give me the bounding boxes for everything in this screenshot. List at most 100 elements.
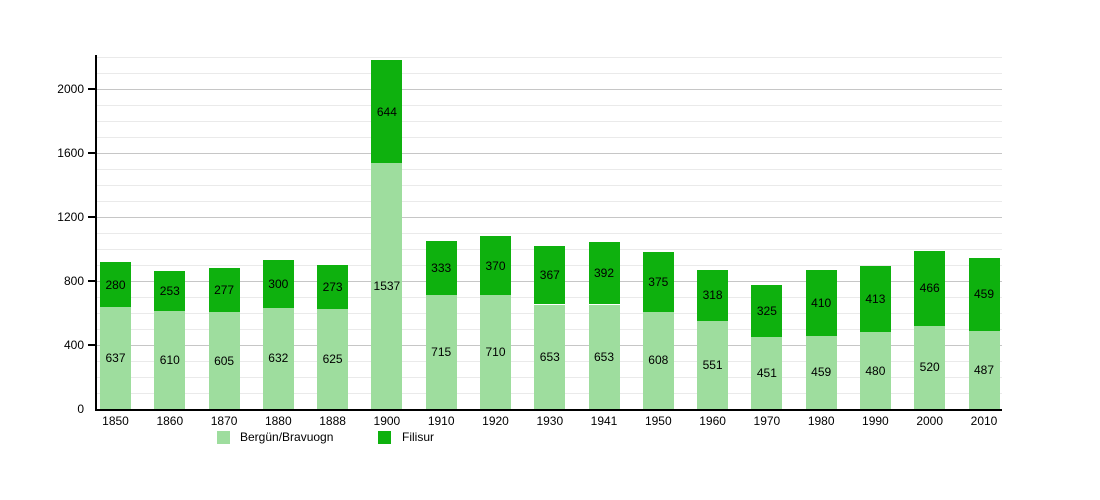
y-axis-tick — [88, 152, 95, 154]
bar-value-label: 610 — [159, 353, 180, 368]
x-axis-label: 1960 — [699, 414, 726, 428]
x-axis-label: 1910 — [427, 414, 455, 428]
bar-segment-filisur: 367 — [534, 245, 566, 305]
bar-value-label: 318 — [702, 288, 723, 303]
bar-value-label: 410 — [811, 295, 832, 310]
bar-segment-bergun-bravuogn: 653 — [534, 304, 566, 409]
x-axis-label: 1850 — [102, 414, 129, 428]
bar-value-label: 466 — [919, 281, 940, 296]
bar-value-label: 451 — [756, 365, 777, 380]
minor-gridline — [97, 57, 1002, 58]
x-axis-label: 2000 — [916, 414, 944, 428]
minor-gridline — [97, 121, 1002, 122]
y-axis-tick — [88, 344, 95, 346]
bar-value-label: 520 — [919, 360, 940, 375]
bar-segment-bergun-bravuogn: 480 — [859, 332, 891, 409]
x-axis-label: 1920 — [482, 414, 509, 428]
bar-segment-filisur: 280 — [100, 262, 131, 308]
bar-segment-bergun-bravuogn: 551 — [697, 320, 729, 409]
bar-value-label: 480 — [865, 363, 886, 378]
x-axis-label: 1888 — [319, 414, 346, 428]
x-axis-label: 1990 — [862, 414, 889, 428]
bar-value-label: 253 — [159, 284, 180, 299]
bar-segment-filisur: 273 — [317, 265, 349, 309]
minor-gridline — [97, 185, 1002, 186]
bar-value-label: 300 — [268, 276, 289, 291]
bar-value-label: 1537 — [373, 279, 401, 294]
bar-value-label: 637 — [105, 351, 126, 366]
bar-value-label: 715 — [431, 344, 452, 359]
x-axis-label: 1860 — [156, 414, 184, 428]
bar-value-label: 375 — [648, 274, 669, 289]
bar-value-label: 273 — [322, 280, 343, 295]
legend-swatch-bergun-bravuogn — [217, 431, 230, 444]
bar-segment-bergun-bravuogn: 715 — [425, 294, 457, 409]
x-axis-label: 1941 — [590, 414, 618, 428]
bar-segment-filisur: 413 — [859, 266, 891, 333]
bar-value-label: 280 — [105, 277, 126, 292]
bar-value-label: 653 — [593, 349, 615, 364]
bar-value-label: 653 — [539, 349, 560, 364]
minor-gridline — [97, 233, 1002, 234]
legend-label-filisur: Filisur — [402, 430, 434, 444]
bar-value-label: 608 — [648, 353, 669, 368]
x-axis-label: 1950 — [644, 414, 672, 428]
bar-segment-bergun-bravuogn: 459 — [805, 335, 837, 409]
bar-segment-filisur: 300 — [262, 259, 294, 308]
bar-segment-filisur: 459 — [968, 257, 1000, 331]
bar-value-label: 325 — [756, 303, 777, 318]
bar-segment-bergun-bravuogn: 710 — [480, 295, 511, 409]
minor-gridline — [97, 105, 1002, 106]
bar-value-label: 392 — [593, 266, 615, 281]
bar-value-label: 370 — [485, 258, 506, 273]
bar-value-label: 413 — [865, 292, 886, 307]
bar-value-label: 551 — [702, 357, 723, 372]
y-axis-tick — [88, 280, 95, 282]
major-gridline — [97, 153, 1002, 154]
bar-value-label: 644 — [376, 104, 397, 119]
y-axis-label: 1200 — [57, 210, 84, 224]
bar-segment-filisur: 410 — [805, 270, 837, 336]
y-axis-label: 400 — [63, 338, 84, 352]
bar-value-label: 625 — [322, 352, 343, 366]
bar-segment-filisur: 333 — [425, 241, 457, 295]
bar-segment-bergun-bravuogn: 520 — [914, 325, 946, 409]
x-axis-label: 1970 — [753, 414, 781, 428]
x-axis-label: 1880 — [264, 414, 292, 428]
y-axis-tick — [88, 216, 95, 218]
bar-segment-bergun-bravuogn: 625 — [317, 309, 349, 409]
bar-segment-bergun-bravuogn: 610 — [154, 311, 186, 409]
bar-segment-filisur: 466 — [914, 251, 946, 326]
legend-swatch-filisur — [378, 431, 391, 444]
x-axis-label: 1870 — [210, 414, 238, 428]
bar-segment-bergun-bravuogn: 637 — [100, 307, 131, 409]
bar-value-label: 459 — [973, 287, 995, 302]
y-axis-label: 0 — [77, 402, 84, 416]
bar-segment-bergun-bravuogn: 632 — [262, 307, 294, 409]
bar-segment-filisur: 253 — [154, 270, 186, 312]
y-axis-label: 2000 — [57, 82, 84, 96]
bar-segment-filisur: 370 — [480, 236, 511, 296]
minor-gridline — [97, 73, 1002, 74]
bar-value-label: 333 — [431, 260, 452, 275]
x-axis-line — [95, 409, 1002, 411]
minor-gridline — [97, 201, 1002, 202]
y-axis-line — [95, 55, 97, 411]
bar-segment-bergun-bravuogn: 608 — [642, 311, 674, 409]
major-gridline — [97, 217, 1002, 218]
bar-value-label: 367 — [539, 268, 560, 283]
y-axis-tick — [88, 88, 95, 90]
bar-value-label: 632 — [268, 351, 289, 366]
bar-segment-filisur: 277 — [208, 267, 240, 313]
bar-value-label: 605 — [214, 353, 235, 368]
minor-gridline — [97, 137, 1002, 138]
bar-segment-filisur: 325 — [751, 284, 783, 337]
bar-value-label: 459 — [811, 365, 832, 380]
x-axis-label: 1900 — [373, 414, 401, 428]
bar-segment-bergun-bravuogn: 1537 — [371, 163, 403, 409]
major-gridline — [97, 89, 1002, 90]
x-axis-label: 2010 — [970, 414, 998, 428]
x-axis-label: 1930 — [536, 414, 564, 428]
bar-segment-filisur: 644 — [371, 60, 403, 163]
